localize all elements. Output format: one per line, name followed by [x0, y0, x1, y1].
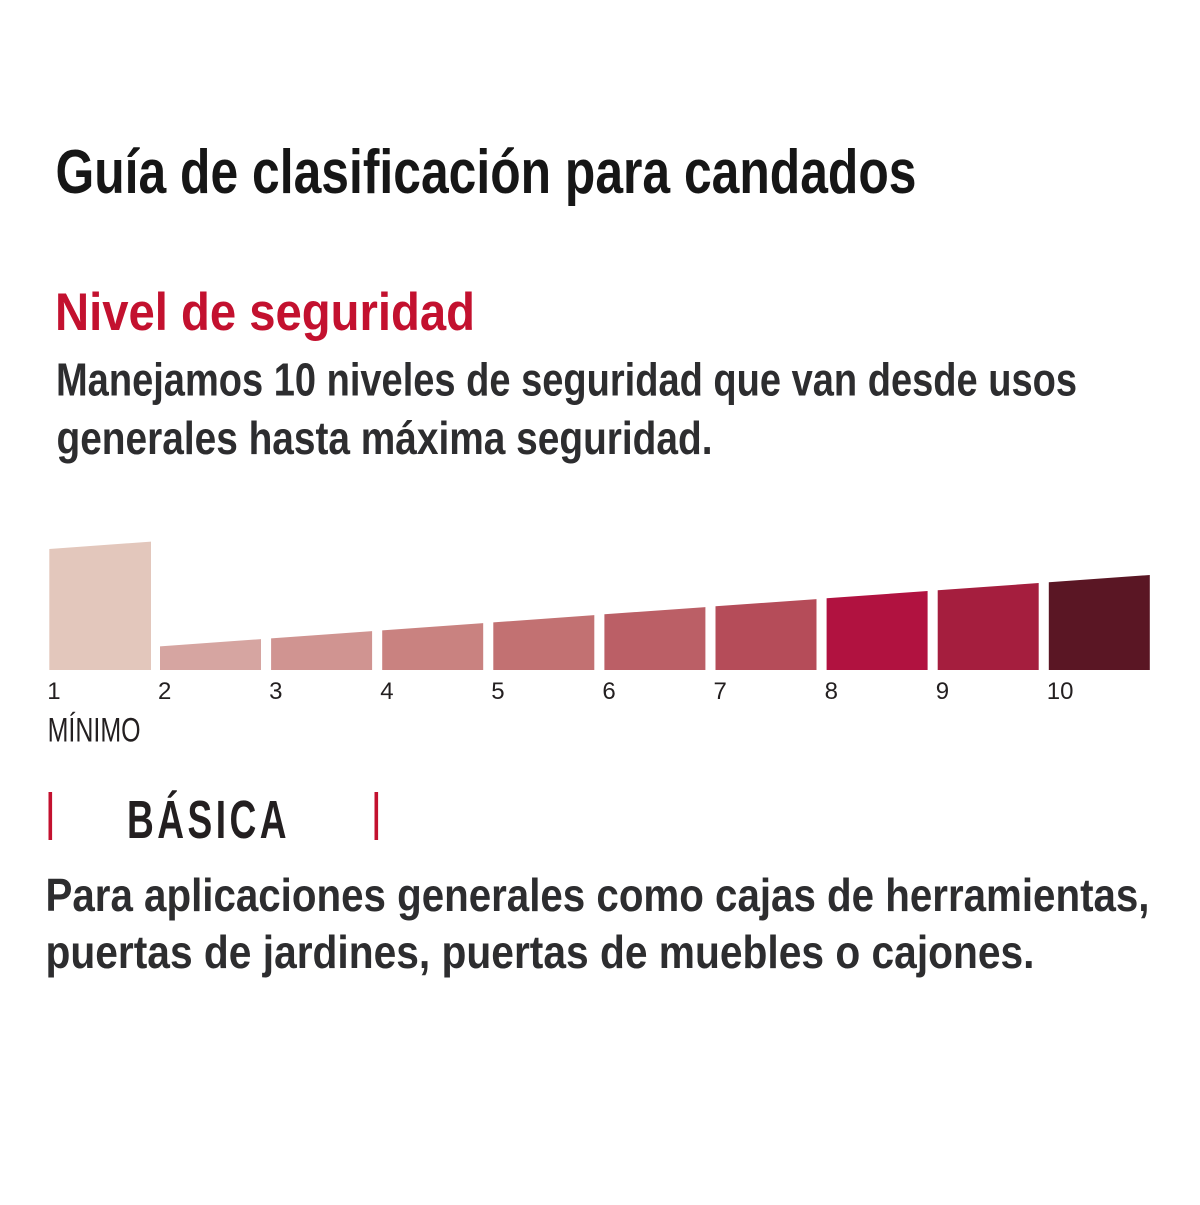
svg-text:Guía de clasificación para can: Guía de clasificación para candados — [56, 138, 917, 207]
svg-text:2: 2 — [158, 678, 171, 705]
svg-text:1: 1 — [47, 678, 60, 705]
svg-text:10: 10 — [1047, 678, 1074, 705]
svg-text:7: 7 — [714, 678, 727, 705]
svg-text:BÁSICA: BÁSICA — [127, 790, 290, 850]
svg-text:Manejamos 10 niveles de seguri: Manejamos 10 niveles de seguridad que va… — [56, 354, 1077, 406]
svg-text:generales hasta máxima segurid: generales hasta máxima seguridad. — [57, 412, 713, 464]
svg-text:puertas de jardines, puertas d: puertas de jardines, puertas de muebles … — [46, 926, 1035, 978]
svg-text:Nivel de seguridad: Nivel de seguridad — [55, 283, 475, 342]
svg-text:8: 8 — [825, 678, 838, 705]
svg-text:9: 9 — [936, 678, 949, 705]
svg-text:6: 6 — [602, 678, 615, 705]
svg-text:4: 4 — [380, 678, 393, 705]
svg-text:5: 5 — [491, 678, 504, 705]
svg-text:3: 3 — [269, 678, 282, 705]
svg-text:MÍNIMO: MÍNIMO — [48, 712, 141, 750]
svg-text:Para aplicaciones generales co: Para aplicaciones generales como cajas d… — [46, 869, 1150, 921]
